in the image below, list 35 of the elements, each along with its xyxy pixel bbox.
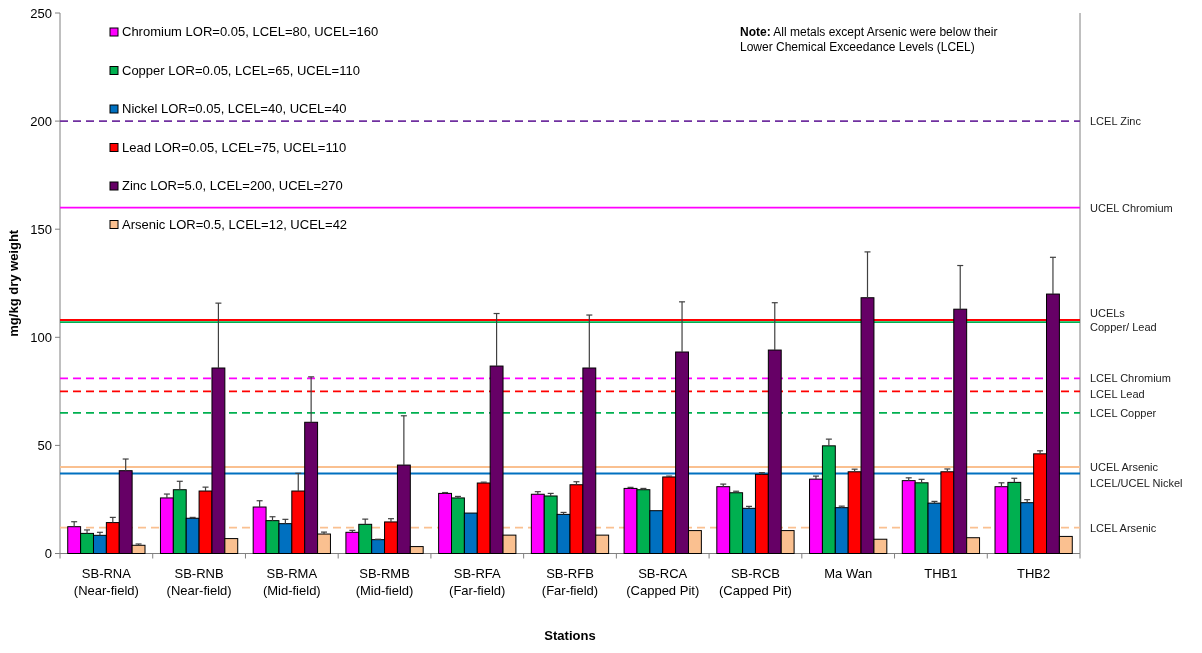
x-tick-label: THB1 bbox=[924, 565, 958, 581]
ref-line-label: LCEL Lead bbox=[1090, 388, 1145, 401]
y-tick-label: 100 bbox=[30, 329, 52, 345]
x-tick-label: SB-RCA (Capped Pit) bbox=[626, 565, 700, 598]
x-tick-label: SB-RNB (Near-field) bbox=[166, 565, 232, 598]
annotation: Note: All metals except Arsenic were below their Lower Chemical Exceedance Levels (LCEL) bbox=[740, 25, 998, 54]
y-tick-label: 150 bbox=[30, 221, 52, 237]
legend-label: Zinc LOR=5.0, LCEL=200, UCEL=270 bbox=[122, 178, 343, 193]
x-tick-label: SB-RCB (Capped Pit) bbox=[718, 565, 792, 598]
ref-line-label: LCEL Zinc bbox=[1090, 115, 1142, 128]
legend-label: Copper LOR=0.05, LCEL=65, UCEL=110 bbox=[122, 62, 360, 78]
x-tick-label: SB-RFB (Far-field) bbox=[541, 565, 599, 598]
legend-label: Lead LOR=0.05, LCEL=75, UCEL=110 bbox=[122, 139, 347, 155]
ref-line-label: LCEL Chromium bbox=[1090, 372, 1171, 385]
ref-line-label: LCEL Arsenic bbox=[1090, 521, 1157, 534]
y-tick-label: 0 bbox=[44, 546, 52, 562]
ref-line-label: LCEL/UCEL Nickel bbox=[1090, 477, 1183, 490]
legend-label: Nickel LOR=0.05, LCEL=40, UCEL=40 bbox=[122, 101, 347, 116]
x-tick-label: SB-RMB (Mid-field) bbox=[355, 565, 414, 598]
x-tick-label: SB-RMA (Mid-field) bbox=[262, 565, 321, 598]
x-tick-label: THB2 bbox=[1017, 565, 1051, 581]
y-tick-label: 200 bbox=[30, 113, 52, 129]
ref-line-label: UCEL Chromium bbox=[1090, 201, 1173, 214]
y-tick-label: 50 bbox=[37, 437, 52, 453]
ref-line-label: LCEL Copper bbox=[1090, 406, 1157, 419]
legend-label: Arsenic LOR=0.5, LCEL=12, UCEL=42 bbox=[122, 216, 348, 232]
x-axis-title: Stations bbox=[544, 628, 596, 643]
ref-line-label: UCEL Arsenic bbox=[1090, 461, 1159, 474]
ref-line-label: UCELs Copper/ Lead bbox=[1090, 307, 1157, 333]
x-tick-label: SB-RFA (Far-field) bbox=[449, 565, 506, 598]
legend-label: Chromium LOR=0.05, LCEL=80, UCEL=160 bbox=[122, 24, 379, 39]
y-axis-title: mg/kg dry weight bbox=[6, 229, 21, 337]
x-tick-label: Ma Wan bbox=[824, 565, 873, 581]
x-tick-label: SB-RNA (Near-field) bbox=[73, 565, 139, 598]
y-tick-label: 250 bbox=[30, 5, 52, 21]
